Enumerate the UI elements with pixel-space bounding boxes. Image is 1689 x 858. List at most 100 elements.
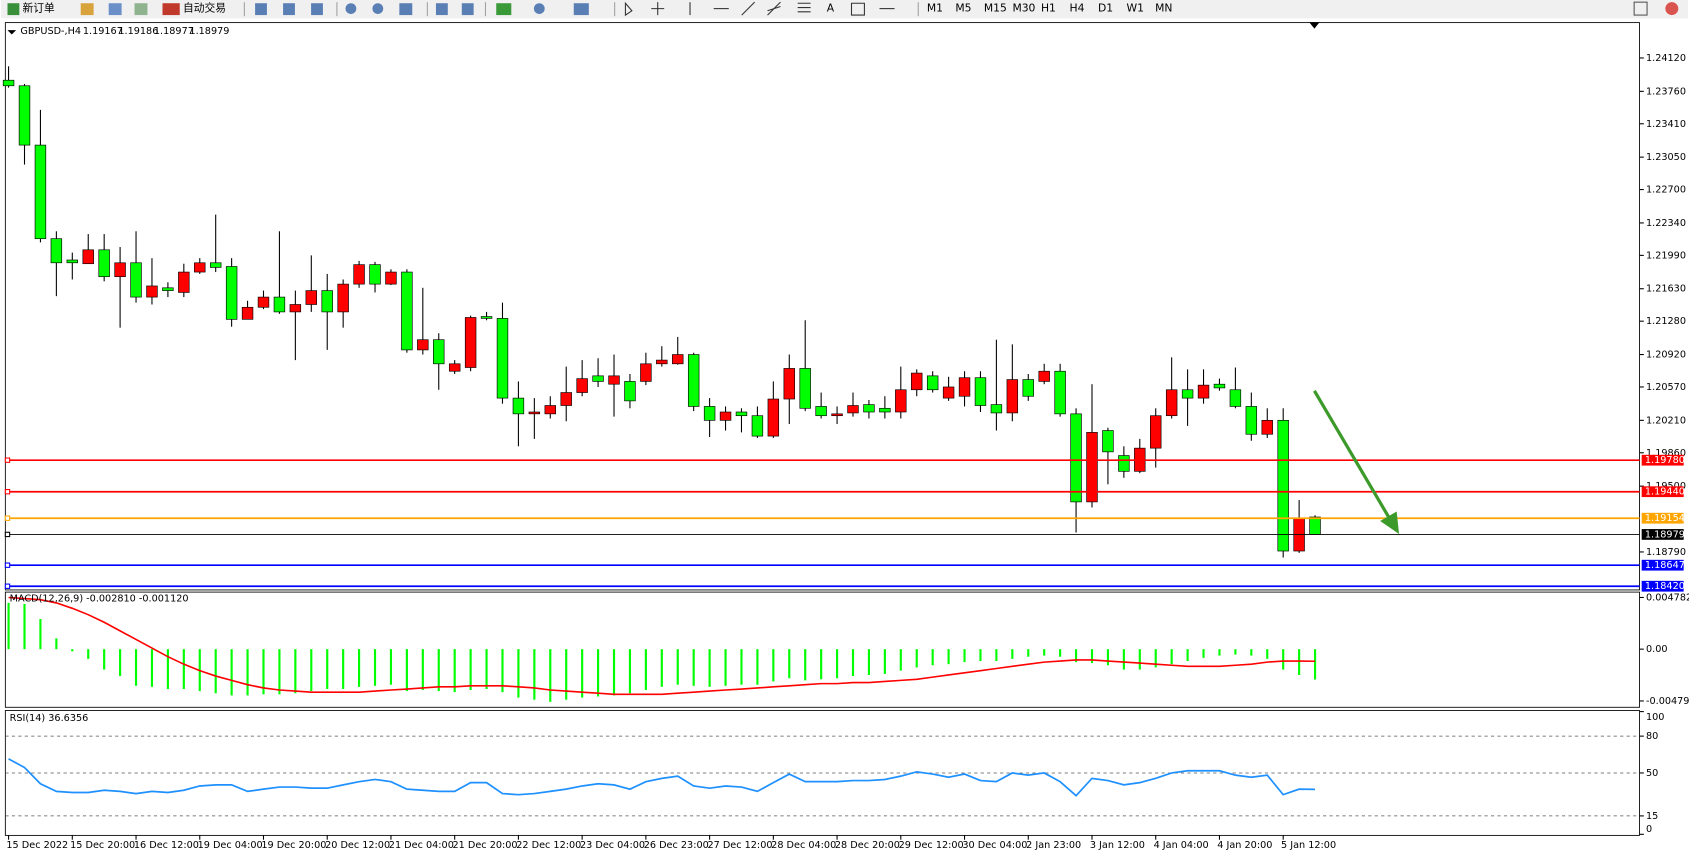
candle-body (82, 249, 94, 265)
candle-body (1102, 430, 1114, 453)
candle-body (672, 354, 684, 365)
candle-body (353, 264, 365, 285)
icon[interactable] (7, 3, 20, 16)
header-value: 1.18979 (189, 26, 229, 37)
level-label-box (1641, 529, 1684, 540)
notification-icon[interactable] (1665, 2, 1679, 16)
y-tick-label: 1.21630 (1646, 284, 1686, 295)
candle-body (1070, 413, 1082, 503)
candle-body (417, 339, 429, 351)
toolbar-separators (243, 2, 919, 17)
toolbar: 新订单 自动交易 A M1 M5 M15 M30 H1 H4 D1 W1 MN (1, 0, 1688, 19)
x-tick-label: 29 Dec 12:00 (899, 840, 964, 851)
icon[interactable] (162, 3, 180, 16)
x-tick-label: 5 Jan 12:00 (1281, 840, 1336, 851)
candle-body (1150, 415, 1162, 449)
drawing-tools[interactable] (624, 1, 895, 17)
candle-body (592, 375, 604, 382)
candle-body (305, 290, 317, 305)
icon[interactable] (108, 3, 122, 16)
x-tick-label: 26 Dec 23:00 (644, 840, 709, 851)
y-tick-label: 1.23050 (1646, 152, 1686, 163)
timeframe-button[interactable]: D1 (1098, 2, 1113, 15)
candle-body (1245, 406, 1258, 435)
candle-body (1197, 384, 1210, 399)
candle-body (815, 406, 827, 417)
icon[interactable] (134, 3, 148, 16)
header-value: 1.19167 (83, 26, 123, 37)
candle-body (130, 262, 142, 298)
candle-body (783, 368, 795, 400)
new-order-button[interactable]: 新订单 (23, 2, 56, 15)
y-tick-label: 1.21990 (1646, 250, 1686, 261)
candle-body (480, 316, 493, 319)
macd-signal (8, 596, 1316, 696)
shift-marker (1309, 22, 1320, 29)
x-tick-label: 15 Dec 2022 (6, 840, 68, 851)
candle-body (321, 290, 333, 313)
toolbar-icons[interactable] (255, 3, 589, 16)
timeframe-button[interactable]: M15 (984, 2, 1007, 15)
candle-body (273, 296, 286, 313)
auto-trading-button[interactable]: 自动交易 (183, 2, 226, 15)
timeframe-button[interactable]: M5 (955, 2, 971, 15)
x-tick-label: 22 Dec 12:00 (516, 840, 581, 851)
candle-body (1086, 432, 1098, 503)
y-tick-label: 1.20570 (1646, 382, 1686, 393)
timeframe-button[interactable]: M1 (927, 2, 943, 15)
candle-body (1118, 455, 1130, 472)
level-handle (4, 531, 11, 538)
candle-body (1054, 370, 1066, 415)
text-tool[interactable]: A (827, 2, 835, 15)
macd-title: MACD(12,26,9) -0.002810 -0.001120 (10, 594, 189, 605)
level-label: 1.19154 (1645, 513, 1685, 524)
timeframe-button[interactable]: H4 (1069, 2, 1084, 15)
candle-body (1038, 370, 1050, 382)
x-tick-label: 19 Dec 04:00 (198, 840, 263, 851)
candle-body (18, 85, 31, 146)
candle-body (958, 377, 971, 397)
y-tick-label: 1.22340 (1646, 218, 1686, 229)
x-tick-label: 20 Dec 12:00 (325, 840, 390, 851)
candle-body (942, 386, 955, 399)
level-label: 1.19780 (1645, 455, 1685, 466)
candle-body (209, 262, 222, 268)
candle-body (990, 404, 1003, 414)
y-tick-label: 50 (1646, 768, 1658, 779)
x-tick-label: 2 Jan 23:00 (1026, 840, 1081, 851)
candle-body (433, 339, 445, 365)
y-tick-label: 1.24120 (1646, 53, 1686, 64)
level-handle (4, 489, 11, 495)
timeframe-button[interactable]: M30 (1012, 2, 1035, 15)
candle-body (1261, 420, 1273, 435)
timeframe-button[interactable]: W1 (1127, 2, 1144, 15)
y-tick-label: 100 (1646, 712, 1664, 723)
level-label-box (1641, 454, 1684, 466)
chart-title: GBPUSD-,H4 (20, 26, 81, 37)
candle-body (289, 304, 302, 313)
icon[interactable] (80, 3, 94, 16)
candle-body (66, 259, 79, 264)
candle-body (1309, 516, 1321, 535)
x-tick-label: 19 Dec 20:00 (261, 840, 326, 851)
candle-body (337, 283, 349, 313)
candle-body (401, 271, 413, 351)
macd-frame (4, 591, 1640, 708)
timeframe-button[interactable]: H1 (1041, 2, 1056, 15)
collapse-arrow (7, 30, 17, 35)
candle-body (225, 266, 238, 320)
candle-body (496, 318, 509, 399)
y-tick-label: 0 (1646, 824, 1652, 835)
candle-body (178, 271, 190, 293)
candle-body (926, 375, 939, 391)
search-icon[interactable] (1633, 1, 1648, 16)
level-label-box (1641, 512, 1684, 524)
timeframe-button[interactable]: MN (1155, 2, 1172, 15)
candle-body (831, 413, 843, 417)
level-handle (4, 562, 11, 568)
level-handle (4, 583, 11, 589)
x-tick-label: 28 Dec 20:00 (835, 840, 900, 851)
y-tick-label: 0.004782 (1646, 592, 1689, 603)
candle-body (464, 317, 477, 368)
x-tick-label: 28 Dec 04:00 (771, 840, 836, 851)
